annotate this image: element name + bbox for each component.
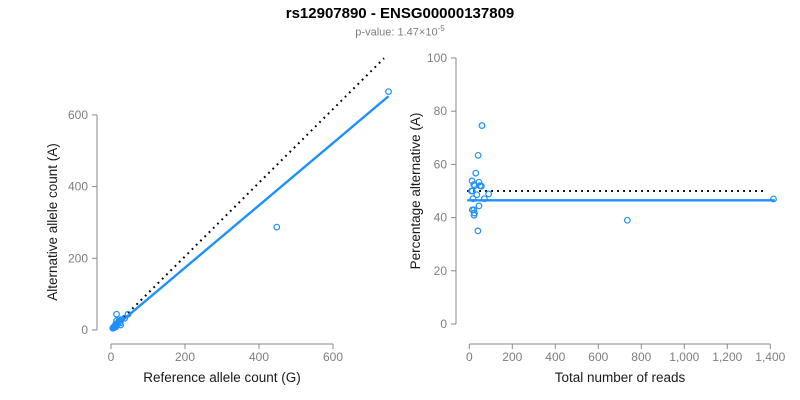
left-data-point (385, 88, 392, 95)
right-x-tick-label: 1,000 (669, 350, 699, 364)
left-y-tick-label: 200 (68, 251, 88, 265)
right-data-point (471, 209, 478, 217)
pvalue-label: p-value: (355, 26, 398, 39)
plot-title: rs12907890 - ENSG00000137809 (285, 5, 515, 22)
left-data-point (113, 310, 120, 318)
right-x-tick-label: 800 (631, 350, 651, 364)
right-data-point (468, 187, 476, 195)
right-y-tick-label: 60 (434, 157, 448, 171)
left-data-point (124, 310, 132, 318)
right-x-tick-label: 600 (588, 350, 608, 364)
right-data-point (474, 151, 482, 159)
right-y-tick-label: 40 (434, 211, 448, 225)
right-y-tick-label: 100 (427, 51, 447, 65)
left-x-tick-label: 0 (108, 350, 115, 364)
right-x-tick-label: 200 (502, 350, 522, 364)
right-y-tick-label: 20 (434, 264, 448, 278)
left-x-tick-label: 400 (249, 350, 269, 364)
left-x-tick-label: 600 (323, 350, 343, 364)
right-data-point (473, 191, 481, 199)
right-data-point (480, 195, 488, 203)
right-data-point (623, 216, 631, 224)
right-data-point (770, 195, 777, 203)
right-data-point (478, 122, 486, 129)
right-y-tick-label: 0 (440, 317, 447, 331)
left-fit-line (110, 95, 390, 331)
right-x-tick-label: 1,200 (712, 350, 742, 364)
right-y-axis-title: Percentage alternative (A) (408, 113, 423, 270)
right-data-point (474, 227, 482, 235)
left-x-tick-label: 200 (175, 350, 195, 364)
right-data-point (469, 195, 477, 203)
right-x-tick-label: 400 (545, 350, 565, 364)
right-data-point (472, 169, 480, 177)
right-x-tick-label: 0 (466, 350, 473, 364)
pvalue-mantissa: 1.47×10 (397, 26, 438, 39)
right-data-point (477, 182, 485, 190)
left-identity-line (110, 57, 385, 331)
right-data-point (475, 202, 483, 210)
left-data-point (121, 314, 129, 322)
left-data-point (117, 316, 125, 324)
right-x-tick-label: 1,400 (755, 350, 785, 364)
right-data-point (485, 190, 493, 198)
plot-subtitle: p-value: 1.47×10-5 (0, 24, 800, 39)
right-x-axis-title: Total number of reads (555, 370, 686, 385)
right-y-tick-label: 80 (434, 104, 448, 118)
left-data-point (273, 223, 281, 231)
left-y-axis-title: Alternative allele count (A) (45, 143, 60, 301)
left-y-tick-label: 0 (81, 323, 88, 337)
left-x-axis-title: Reference allele count (G) (143, 370, 301, 385)
pvalue-exponent: -5 (437, 24, 445, 33)
left-y-tick-label: 400 (68, 180, 88, 194)
left-y-tick-label: 600 (68, 108, 88, 122)
